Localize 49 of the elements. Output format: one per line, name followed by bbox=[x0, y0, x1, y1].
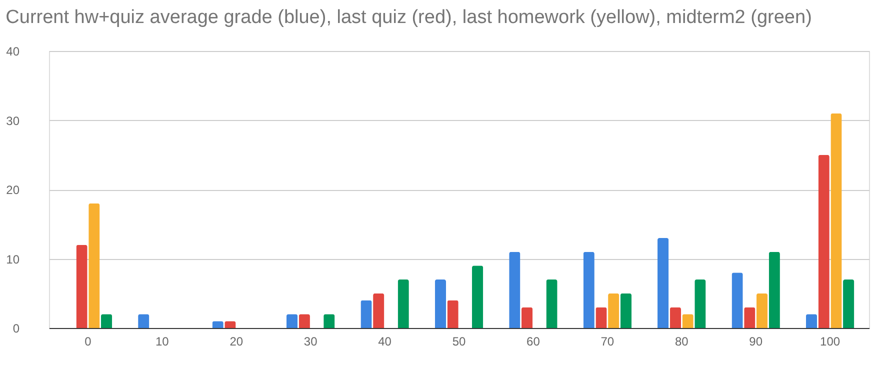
bar bbox=[100, 314, 112, 328]
x-tick-label: 60 bbox=[526, 334, 540, 348]
bar bbox=[298, 314, 310, 328]
bar bbox=[472, 266, 484, 328]
bar bbox=[434, 280, 446, 328]
y-tick-label: 40 bbox=[6, 44, 20, 58]
bar bbox=[694, 280, 706, 328]
bar bbox=[360, 300, 372, 328]
y-tick-label: 30 bbox=[6, 114, 20, 128]
bar bbox=[596, 307, 607, 328]
bar bbox=[670, 307, 682, 328]
x-tick-label: 10 bbox=[155, 334, 170, 348]
bar bbox=[682, 314, 694, 328]
x-tick-label: 80 bbox=[674, 334, 689, 348]
bar bbox=[546, 280, 558, 328]
y-tick-label: 20 bbox=[6, 183, 20, 197]
bar bbox=[608, 293, 620, 328]
y-tick-label: 0 bbox=[12, 322, 20, 336]
bar bbox=[620, 293, 632, 328]
bar bbox=[286, 314, 298, 328]
bar bbox=[138, 314, 150, 328]
bar bbox=[830, 113, 842, 328]
bar bbox=[398, 280, 409, 328]
bar bbox=[583, 252, 594, 328]
y-tick-label: 10 bbox=[6, 252, 20, 266]
bar bbox=[509, 252, 520, 328]
bar bbox=[324, 314, 335, 328]
bar bbox=[818, 154, 830, 328]
bar bbox=[658, 238, 669, 328]
x-tick-label: 50 bbox=[452, 334, 466, 348]
bar bbox=[843, 280, 854, 328]
bar bbox=[373, 293, 384, 328]
x-tick-label: 100 bbox=[820, 334, 840, 348]
bar bbox=[756, 293, 768, 328]
bar bbox=[744, 307, 756, 328]
x-tick-label: 70 bbox=[600, 334, 614, 348]
bar bbox=[88, 203, 100, 328]
bar bbox=[806, 314, 818, 328]
bar bbox=[732, 272, 743, 328]
bar bbox=[768, 252, 780, 328]
bar bbox=[521, 307, 533, 328]
x-tick-label: 90 bbox=[749, 334, 763, 348]
x-tick-label: 30 bbox=[304, 334, 318, 348]
bar bbox=[447, 300, 458, 328]
bar bbox=[76, 244, 88, 328]
x-tick-label: 0 bbox=[84, 334, 92, 348]
x-tick-label: 20 bbox=[230, 334, 244, 348]
chart-title: Current hw+quiz average grade (blue), last quiz (red), last homework (yellow), midterm2 (green) bbox=[6, 7, 812, 28]
x-tick-label: 40 bbox=[378, 334, 392, 348]
